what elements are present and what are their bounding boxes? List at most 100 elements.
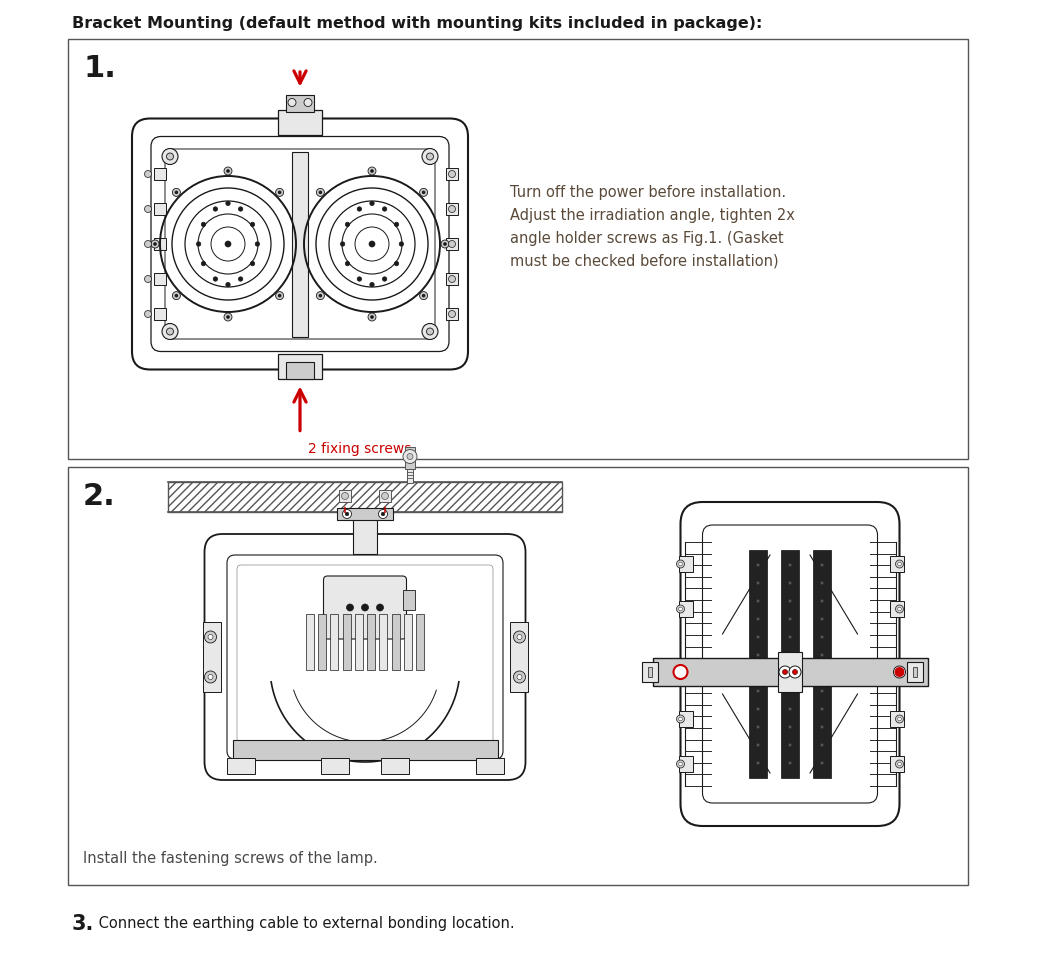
Bar: [353, 514, 377, 555]
Circle shape: [174, 294, 178, 298]
Circle shape: [821, 726, 824, 729]
Circle shape: [517, 635, 522, 640]
Bar: [778, 652, 802, 692]
Circle shape: [757, 762, 760, 765]
Circle shape: [821, 654, 824, 657]
Text: 3.: 3.: [73, 913, 95, 933]
Bar: [781, 551, 799, 778]
Circle shape: [792, 670, 798, 675]
Circle shape: [757, 726, 760, 729]
Circle shape: [679, 562, 682, 566]
Circle shape: [514, 671, 526, 684]
Circle shape: [227, 170, 229, 173]
Bar: [889, 556, 904, 572]
Bar: [355, 614, 363, 670]
Circle shape: [517, 675, 522, 680]
Circle shape: [789, 666, 801, 679]
Text: 1.: 1.: [83, 54, 116, 83]
Circle shape: [224, 168, 232, 176]
Bar: [379, 491, 391, 503]
Circle shape: [898, 763, 902, 766]
Circle shape: [205, 671, 217, 684]
Circle shape: [821, 689, 824, 692]
Text: 2 fixing screws: 2 fixing screws: [308, 442, 411, 456]
Circle shape: [898, 718, 902, 721]
Bar: [889, 601, 904, 617]
Circle shape: [788, 708, 791, 711]
Circle shape: [227, 316, 229, 319]
Bar: [68, 40, 968, 460]
Bar: [367, 614, 375, 670]
Bar: [382, 758, 409, 775]
Circle shape: [346, 262, 350, 267]
Circle shape: [275, 189, 284, 198]
Circle shape: [407, 454, 413, 460]
Circle shape: [316, 292, 325, 300]
Circle shape: [371, 170, 373, 173]
Bar: [232, 740, 497, 760]
Circle shape: [226, 283, 230, 288]
Bar: [343, 614, 351, 670]
Circle shape: [346, 223, 350, 227]
Text: Turn off the power before installation.
Adjust the irradiation angle, tighten 2x: Turn off the power before installation. …: [510, 185, 795, 268]
Circle shape: [370, 283, 374, 288]
Bar: [318, 614, 326, 670]
Circle shape: [893, 666, 906, 679]
Circle shape: [441, 241, 449, 248]
Bar: [446, 169, 458, 181]
Circle shape: [757, 654, 760, 657]
Text: Install the fastening screws of the lamp.: Install the fastening screws of the lamp…: [83, 850, 377, 866]
Bar: [679, 756, 693, 773]
Bar: [813, 551, 831, 778]
Circle shape: [679, 607, 682, 611]
Circle shape: [357, 207, 362, 212]
Bar: [475, 758, 503, 775]
Bar: [286, 362, 314, 379]
Circle shape: [677, 560, 684, 568]
Bar: [154, 203, 166, 216]
Circle shape: [514, 632, 526, 644]
Circle shape: [821, 672, 824, 675]
Circle shape: [368, 168, 376, 176]
Circle shape: [357, 278, 362, 282]
Circle shape: [895, 605, 904, 613]
Circle shape: [225, 242, 231, 247]
Bar: [679, 556, 693, 572]
Circle shape: [341, 243, 345, 247]
Circle shape: [162, 324, 178, 340]
Circle shape: [144, 242, 151, 248]
Circle shape: [419, 189, 428, 198]
Text: 2.: 2.: [83, 481, 116, 511]
Circle shape: [679, 718, 682, 721]
Circle shape: [151, 241, 159, 248]
Circle shape: [757, 689, 760, 692]
FancyBboxPatch shape: [205, 534, 526, 780]
Bar: [306, 614, 314, 670]
Circle shape: [821, 600, 824, 602]
Circle shape: [449, 206, 455, 213]
Bar: [647, 667, 652, 678]
Bar: [339, 491, 351, 503]
Circle shape: [449, 276, 455, 284]
FancyBboxPatch shape: [132, 119, 468, 370]
Circle shape: [205, 632, 217, 644]
Circle shape: [378, 510, 388, 519]
Bar: [912, 667, 916, 678]
Circle shape: [144, 276, 151, 284]
Circle shape: [898, 607, 902, 611]
Circle shape: [239, 278, 243, 282]
Circle shape: [423, 294, 425, 298]
Circle shape: [897, 670, 902, 675]
Circle shape: [255, 243, 260, 247]
Circle shape: [757, 708, 760, 711]
Circle shape: [144, 206, 151, 213]
Bar: [404, 614, 412, 670]
Bar: [203, 622, 221, 692]
Circle shape: [213, 207, 218, 212]
Circle shape: [368, 314, 376, 322]
Bar: [279, 111, 322, 135]
Circle shape: [675, 666, 686, 679]
Bar: [154, 169, 166, 181]
Circle shape: [783, 670, 787, 675]
Circle shape: [279, 294, 281, 298]
